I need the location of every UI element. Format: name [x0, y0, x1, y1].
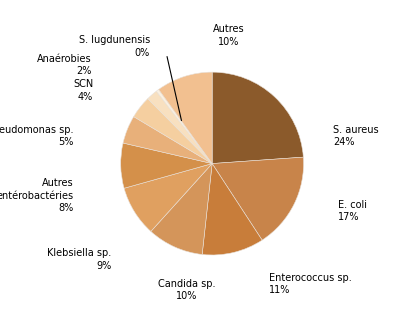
Text: Enterococcus sp.
11%: Enterococcus sp. 11%: [268, 273, 351, 295]
Wedge shape: [120, 143, 212, 188]
Wedge shape: [212, 157, 303, 240]
Wedge shape: [156, 89, 212, 163]
Wedge shape: [202, 163, 262, 255]
Text: Candida sp.
10%: Candida sp. 10%: [158, 279, 215, 301]
Text: E. coli
17%: E. coli 17%: [337, 200, 367, 222]
Text: SCN
4%: SCN 4%: [73, 79, 93, 102]
Text: Anaérobies
2%: Anaérobies 2%: [37, 54, 91, 76]
Text: Klebsiella sp.
9%: Klebsiella sp. 9%: [47, 248, 111, 271]
Wedge shape: [133, 99, 212, 163]
Wedge shape: [158, 72, 212, 163]
Wedge shape: [123, 117, 212, 163]
Wedge shape: [212, 72, 303, 163]
Wedge shape: [151, 163, 212, 254]
Text: S. lugdunensis
0%: S. lugdunensis 0%: [79, 35, 149, 58]
Text: Pseudomonas sp.
5%: Pseudomonas sp. 5%: [0, 125, 73, 147]
Text: Autres
entérobactéries
8%: Autres entérobactéries 8%: [0, 178, 73, 213]
Wedge shape: [124, 163, 212, 232]
Text: S. aureus
24%: S. aureus 24%: [332, 125, 377, 147]
Wedge shape: [147, 91, 212, 163]
Text: Autres
10%: Autres 10%: [212, 24, 244, 47]
